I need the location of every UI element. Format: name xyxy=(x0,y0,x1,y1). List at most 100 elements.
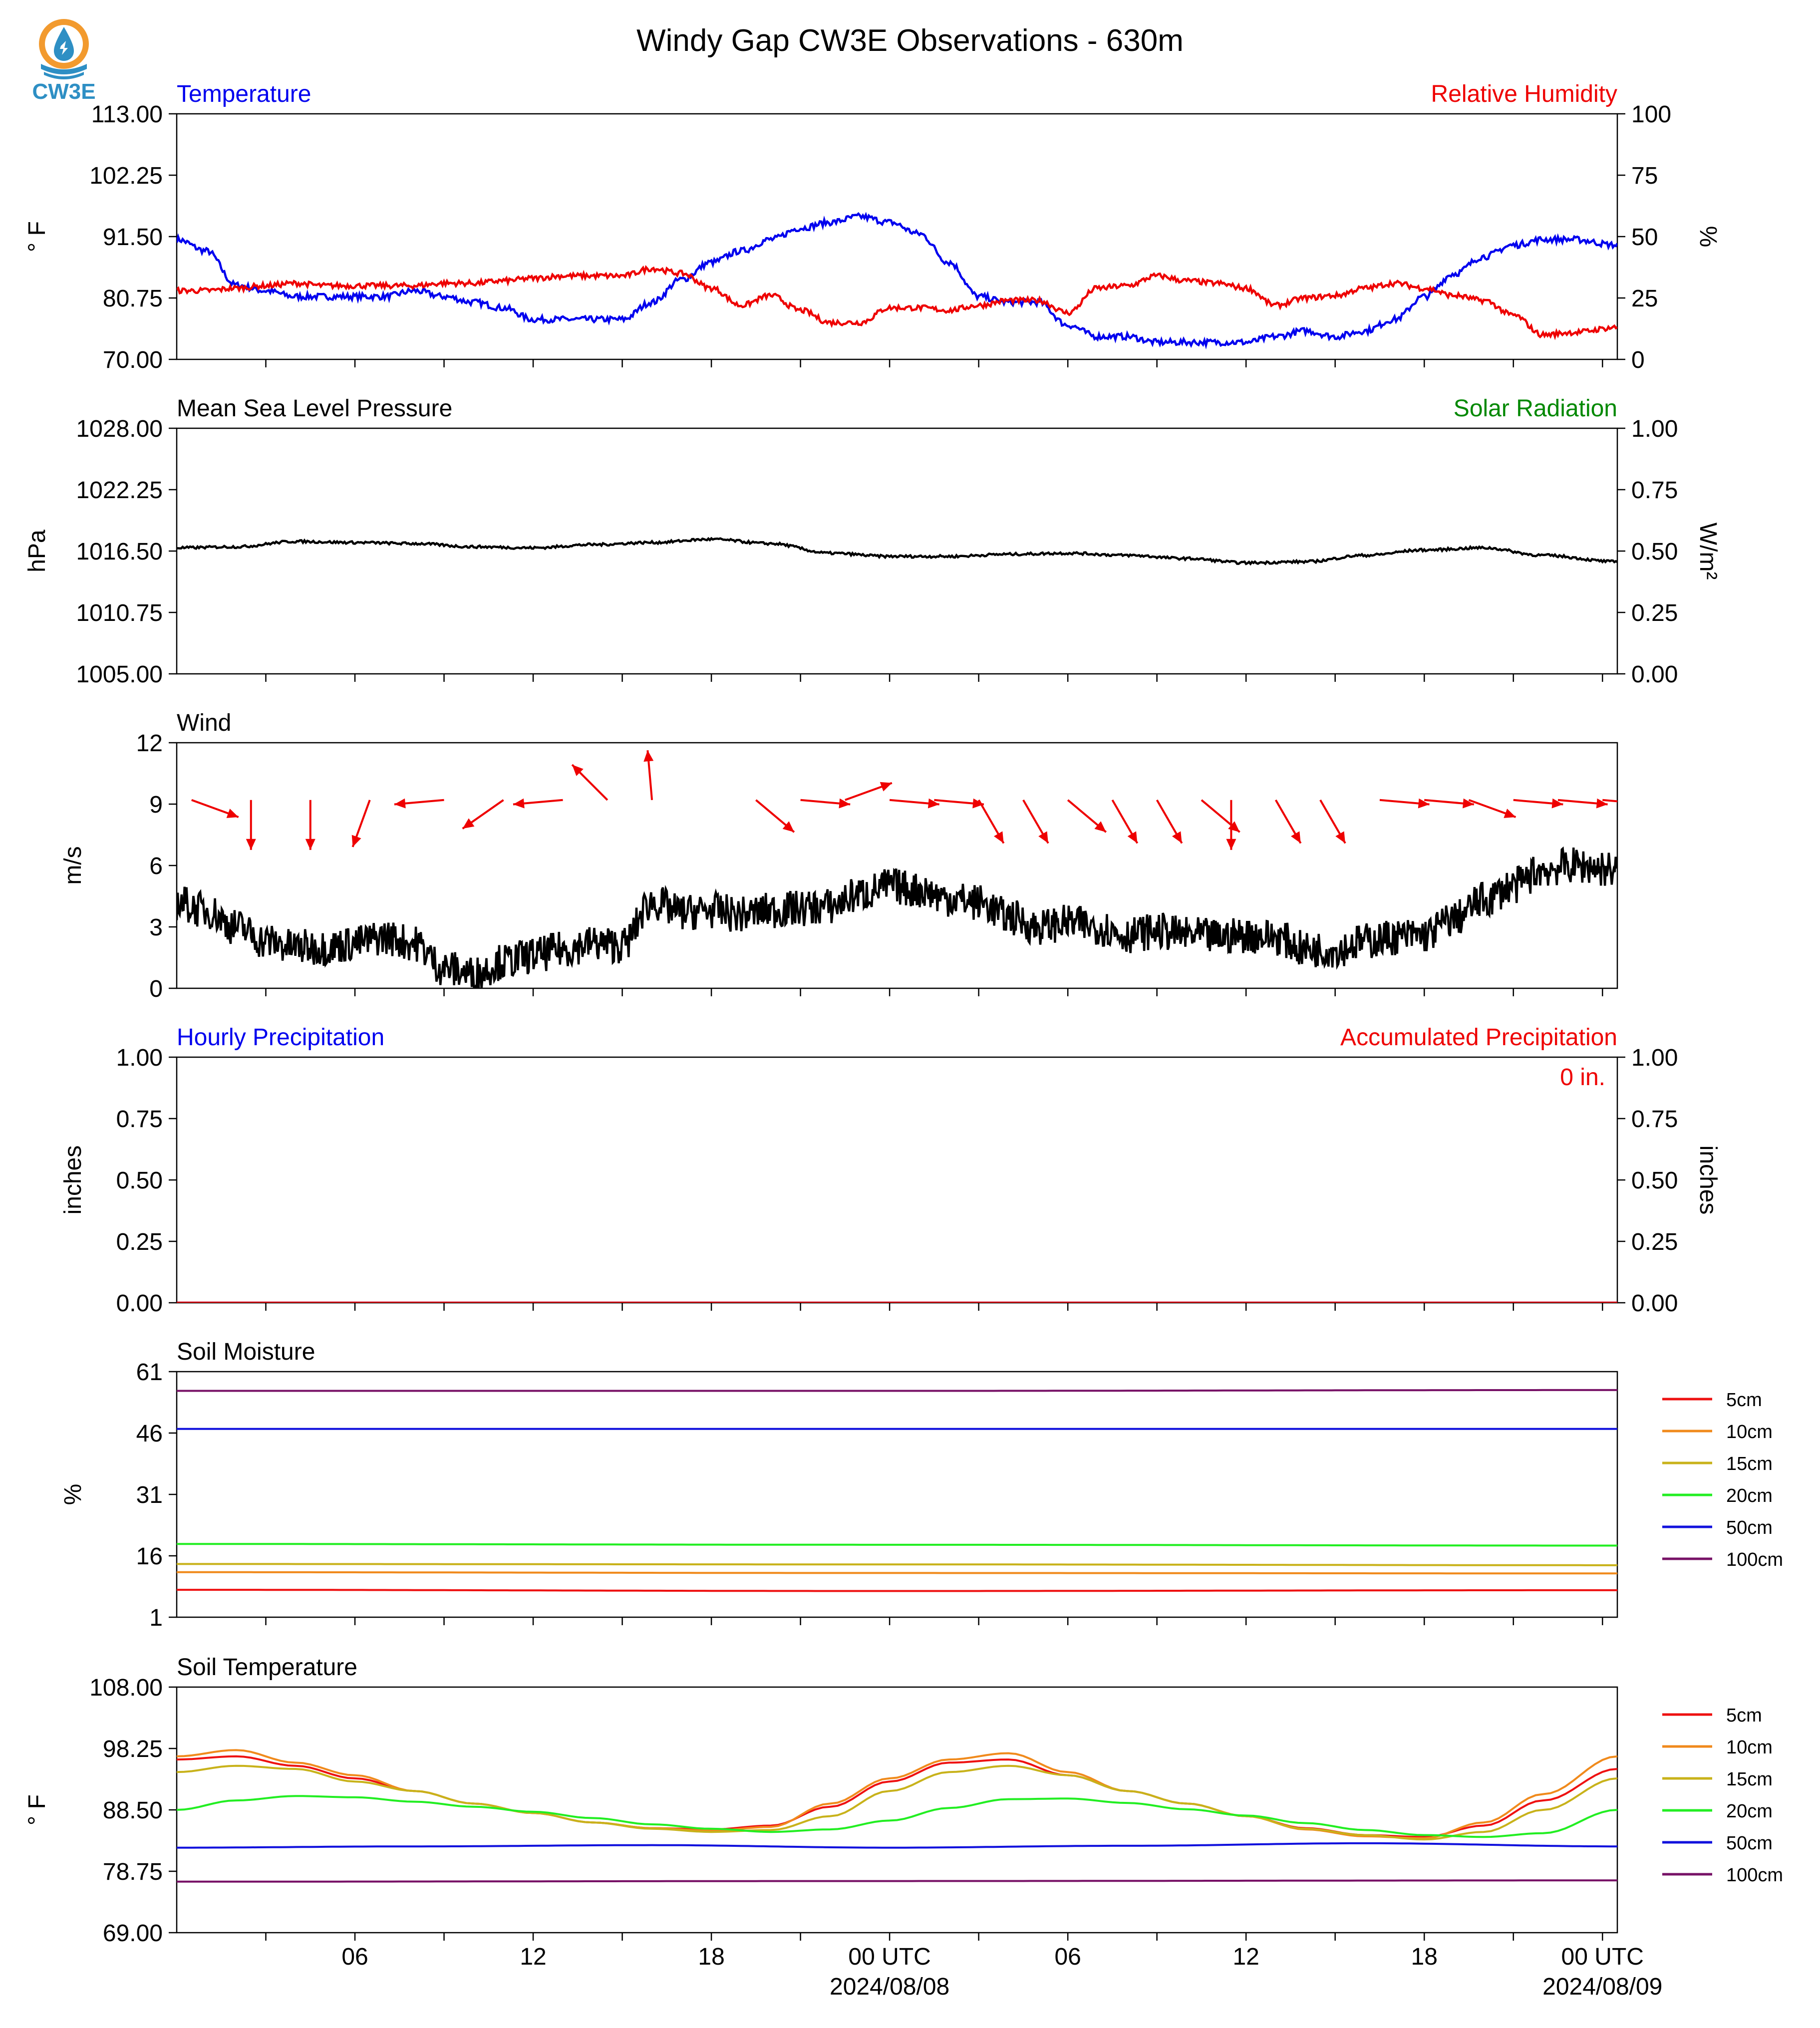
wind-arrow xyxy=(1067,799,1107,833)
plot-area xyxy=(177,537,1617,566)
series-line-mean-sea-level-pressure xyxy=(177,537,1617,566)
legend-label: 100cm xyxy=(1726,1865,1783,1886)
wind-arrow xyxy=(1513,798,1563,809)
legend-label: 5cm xyxy=(1726,1705,1762,1726)
y-tick-label-left: 1022.25 xyxy=(76,477,163,504)
legend-label: 20cm xyxy=(1726,1801,1773,1822)
legend-label: 100cm xyxy=(1726,1549,1783,1570)
y-tick-label-left: 6 xyxy=(149,853,163,879)
wind-arrow xyxy=(394,798,444,809)
panel-wind: Wind 12 9 6 3 0 m/s xyxy=(60,710,1618,1002)
y-tick-label-right: 0.00 xyxy=(1631,1290,1678,1317)
y-tick-label-right: 1.00 xyxy=(1631,1045,1678,1071)
wind-arrow xyxy=(246,800,256,850)
series-line-wind-speed xyxy=(177,846,1617,988)
panel-precip: Hourly Precipitation Accumulated Precipit… xyxy=(60,1024,1721,1317)
wind-arrow xyxy=(889,798,939,809)
legend-label: 15cm xyxy=(1726,1769,1773,1790)
plot-area xyxy=(177,212,1617,350)
y-tick-label-left: 0.25 xyxy=(116,1229,163,1255)
y-axis-label-left: % xyxy=(60,1484,86,1505)
y-tick-label-left: 46 xyxy=(136,1421,163,1447)
panel-title-left: Hourly Precipitation xyxy=(177,1024,384,1051)
x-tick-label: 18 xyxy=(698,1944,724,1970)
panel-title-left: Wind xyxy=(177,710,231,736)
series-line-temperature xyxy=(177,212,1617,350)
panel-title-left: Temperature xyxy=(177,81,311,107)
wind-arrow xyxy=(351,800,371,848)
panel-title-right: Accumulated Precipitation xyxy=(1340,1024,1617,1051)
wind-arrow xyxy=(977,799,1005,844)
x-tick-label: 06 xyxy=(1054,1944,1081,1970)
plot-area xyxy=(177,750,1617,988)
x-tick-label: 00 UTC xyxy=(848,1944,930,1970)
figure-title: Windy Gap CW3E Observations - 630m xyxy=(636,23,1184,58)
y-axis-label-right: W/m² xyxy=(1695,523,1721,580)
wind-arrow xyxy=(1424,798,1475,809)
y-axis-label-left: inches xyxy=(60,1146,86,1215)
y-axis-label-left: hPa xyxy=(24,530,50,573)
wind-arrow xyxy=(571,764,608,801)
panel-frame xyxy=(176,1686,1618,1934)
series-line-5cm xyxy=(177,1589,1617,1592)
x-tick-label: 12 xyxy=(520,1944,546,1970)
y-tick-label-left: 3 xyxy=(149,914,163,941)
y-axis-label-left: ° F xyxy=(24,1794,50,1825)
legend-label: 5cm xyxy=(1726,1390,1762,1411)
panel-frame xyxy=(176,1056,1618,1304)
wind-arrow xyxy=(462,799,504,830)
panel-title-left: Mean Sea Level Pressure xyxy=(177,395,452,422)
y-tick-label-left: 12 xyxy=(136,730,163,757)
y-tick-label-left: 80.75 xyxy=(103,286,163,312)
wind-arrow xyxy=(1226,800,1236,850)
y-tick-label-left: 113.00 xyxy=(91,101,163,128)
legend: 5cm 10cm 15cm 20cm 50cm 100cm xyxy=(1662,1705,1783,1886)
legend-label: 50cm xyxy=(1726,1517,1773,1538)
wind-arrow xyxy=(845,782,893,801)
series-line-100cm xyxy=(177,1389,1617,1392)
wind-arrow xyxy=(1111,799,1139,844)
y-tick-label-left: 0 xyxy=(149,976,163,1002)
legend-label: 10cm xyxy=(1726,1422,1773,1443)
y-tick-label-left: 0.75 xyxy=(116,1106,163,1133)
y-tick-label-left: 0.00 xyxy=(116,1290,163,1317)
y-tick-label-left: 1 xyxy=(149,1605,163,1631)
wind-arrow xyxy=(1468,799,1517,818)
panel-temperature: Temperature Relative Humidity 113.00 102.25… xyxy=(24,81,1721,373)
wind-arrow xyxy=(513,798,563,809)
y-tick-label-right: 0.50 xyxy=(1631,539,1678,565)
legend-label: 10cm xyxy=(1726,1737,1773,1758)
x-date-label: 2024/08/08 xyxy=(830,1974,949,2000)
y-tick-label-right: 25 xyxy=(1631,286,1658,312)
panel-soil-temp: Soil Temperature 108.00 98.25 88.50 78.75 69.… xyxy=(24,1654,1618,1947)
legend-label: 20cm xyxy=(1726,1485,1773,1506)
legend-label: 50cm xyxy=(1726,1833,1773,1854)
series-line-5cm xyxy=(177,1755,1617,1838)
y-tick-label-left: 1.00 xyxy=(116,1045,163,1071)
y-tick-label-left: 102.25 xyxy=(89,163,163,189)
wind-arrow xyxy=(191,799,239,818)
wind-arrow xyxy=(1022,799,1049,844)
series-line-relative-humidity xyxy=(177,265,1617,340)
y-tick-label-right: 0.25 xyxy=(1631,1229,1678,1255)
y-tick-label-right: 0.50 xyxy=(1631,1167,1678,1194)
wind-arrow xyxy=(800,798,851,809)
wind-arrow xyxy=(1201,799,1240,833)
y-tick-label-left: 1005.00 xyxy=(76,661,163,688)
wind-arrow xyxy=(305,800,315,850)
y-tick-label-left: 9 xyxy=(149,792,163,818)
y-tick-label-left: 70.00 xyxy=(103,347,163,373)
y-tick-label-left: 31 xyxy=(136,1482,163,1508)
series-line-10cm xyxy=(177,1571,1617,1575)
wind-arrow xyxy=(1319,799,1346,844)
panel-frame xyxy=(176,1371,1618,1618)
wind-arrow xyxy=(755,799,795,833)
y-tick-label-right: 0.75 xyxy=(1631,477,1678,504)
panel-frame xyxy=(176,113,1618,360)
y-tick-label-left: 91.50 xyxy=(103,224,163,251)
series-line-15cm xyxy=(177,1563,1617,1566)
accumulated-total-label: 0 in. xyxy=(1560,1064,1605,1091)
series-line-20cm xyxy=(177,1543,1617,1547)
wind-arrow xyxy=(1274,799,1302,844)
